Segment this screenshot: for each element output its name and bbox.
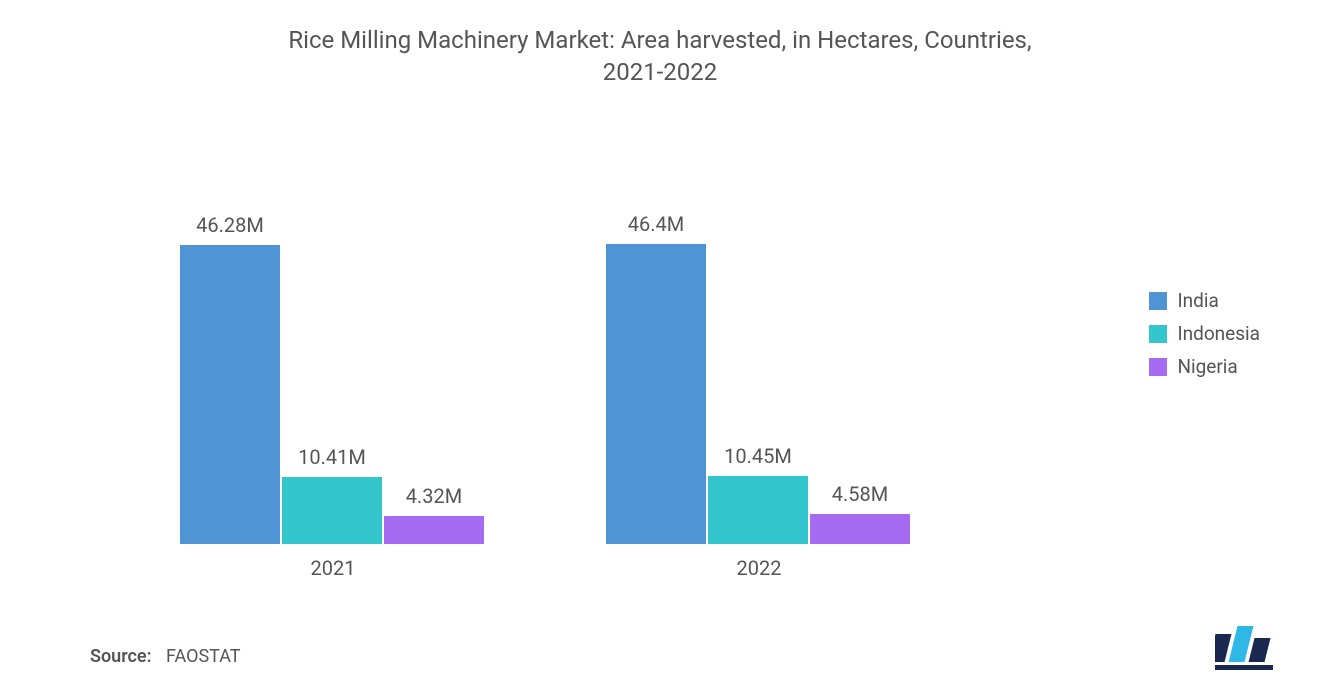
bar-value-label: 10.41M — [298, 445, 366, 469]
chart-container: Rice Milling Machinery Market: Area harv… — [0, 24, 1320, 689]
legend-swatch — [1149, 292, 1167, 310]
legend-label: India — [1177, 289, 1218, 312]
legend-swatch — [1149, 358, 1167, 376]
brand-logo — [1215, 624, 1285, 674]
bar: 46.4M — [606, 212, 706, 544]
legend-item: India — [1149, 289, 1260, 312]
bar-value-label: 46.4M — [628, 212, 684, 236]
logo-bar-2 — [1229, 626, 1254, 662]
source-prefix: Source: — [90, 646, 152, 667]
bar-value-label: 4.58M — [832, 482, 888, 506]
bar: 4.58M — [810, 482, 910, 544]
legend: India Indonesia Nigeria — [1149, 289, 1260, 388]
logo-underline — [1215, 665, 1273, 670]
bar-rect — [282, 477, 382, 544]
legend-label: Indonesia — [1177, 322, 1260, 345]
bar-rect — [180, 245, 280, 544]
plot-area: 46.28M10.41M4.32M202146.4M10.45M4.58M202… — [110, 244, 1020, 544]
legend-item: Indonesia — [1149, 322, 1260, 345]
bar-value-label: 10.45M — [724, 444, 792, 468]
source-line: Source: FAOSTAT — [90, 646, 241, 667]
bar: 10.45M — [708, 444, 808, 544]
logo-bar-1 — [1215, 634, 1232, 662]
bar-rect — [708, 476, 808, 544]
source-text: FAOSTAT — [166, 646, 241, 667]
chart-title: Rice Milling Machinery Market: Area harv… — [265, 24, 1055, 89]
logo-bar-3 — [1249, 638, 1271, 662]
bar-value-label: 46.28M — [196, 213, 264, 237]
legend-label: Nigeria — [1177, 355, 1237, 378]
bar-group: 46.28M 10.41M 4.32M — [180, 213, 486, 544]
bar-rect — [810, 514, 910, 544]
bar-rect — [384, 516, 484, 544]
bar: 46.28M — [180, 213, 280, 544]
x-tick-label: 2022 — [734, 556, 784, 580]
bar: 10.41M — [282, 445, 382, 544]
bar-group: 46.4M 10.45M 4.58M — [606, 212, 912, 544]
bar-value-label: 4.32M — [406, 484, 462, 508]
x-tick-label: 2021 — [308, 556, 358, 580]
legend-swatch — [1149, 325, 1167, 343]
bar-rect — [606, 244, 706, 544]
bar: 4.32M — [384, 484, 484, 544]
legend-item: Nigeria — [1149, 355, 1260, 378]
